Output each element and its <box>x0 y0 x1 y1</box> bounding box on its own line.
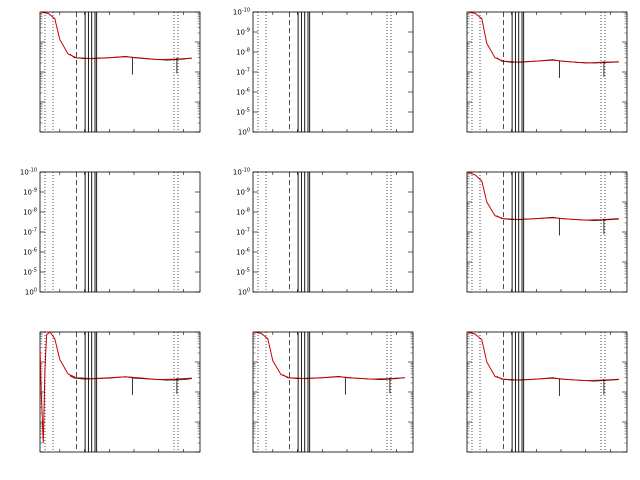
y-tick-label: 100 <box>25 288 37 297</box>
y-tick-label: 100 <box>238 288 250 297</box>
y-tick-label: 10-9 <box>23 188 37 197</box>
lld-series-line <box>39 11 192 61</box>
plot-frame <box>466 11 628 133</box>
y-tick-label: 10-8 <box>236 48 250 57</box>
y-tick-label: 10-5 <box>236 108 250 117</box>
y-tick-label: 10-6 <box>23 248 37 257</box>
y-tick-label: 10-7 <box>236 228 250 237</box>
y-tick-label: 10-8 <box>236 208 250 217</box>
lld-series-line <box>466 11 619 64</box>
lld-series-line <box>466 331 619 382</box>
y-tick-label: 100 <box>238 128 250 137</box>
y-tick-label: 10-5 <box>23 268 37 277</box>
plot-frame <box>39 11 201 133</box>
plot-frame <box>252 11 414 133</box>
detector-panel: 10-10 10-9 10-8 10-7 10-6 10-5 100 <box>233 168 414 297</box>
y-tick-label: 10-10 <box>233 8 250 17</box>
lld-series-line <box>39 331 192 444</box>
detector-panel <box>466 171 628 293</box>
plot-frame <box>466 171 628 293</box>
detector-panel <box>39 331 201 453</box>
detector-panel <box>39 11 201 133</box>
detector-panel: 10-10 10-9 10-8 10-7 10-6 10-5 100 <box>20 168 201 297</box>
y-tick-label: 10-6 <box>236 248 250 257</box>
detector-panel <box>252 331 414 453</box>
plot-frame <box>39 331 201 453</box>
y-tick-label: 10-9 <box>236 28 250 37</box>
plot-frame <box>39 171 201 293</box>
detector-panel: 10-10 10-9 10-8 10-7 10-6 10-5 100 <box>233 8 414 137</box>
y-tick-label: 10-5 <box>236 268 250 277</box>
y-tick-label: 10-9 <box>236 188 250 197</box>
y-tick-label: 10-7 <box>236 68 250 77</box>
y-tick-label: 10-10 <box>233 168 250 177</box>
plot-frame <box>466 331 628 453</box>
y-tick-label: 10-6 <box>236 88 250 97</box>
lld-series-line <box>252 331 405 380</box>
y-tick-label: 10-7 <box>23 228 37 237</box>
y-tick-label: 10-10 <box>20 168 37 177</box>
detector-panel <box>466 331 628 453</box>
detector-panel <box>466 11 628 133</box>
y-tick-label: 10-8 <box>23 208 37 217</box>
plot-frame <box>252 171 414 293</box>
lld-series-line <box>466 171 619 221</box>
plot-frame <box>252 331 414 453</box>
